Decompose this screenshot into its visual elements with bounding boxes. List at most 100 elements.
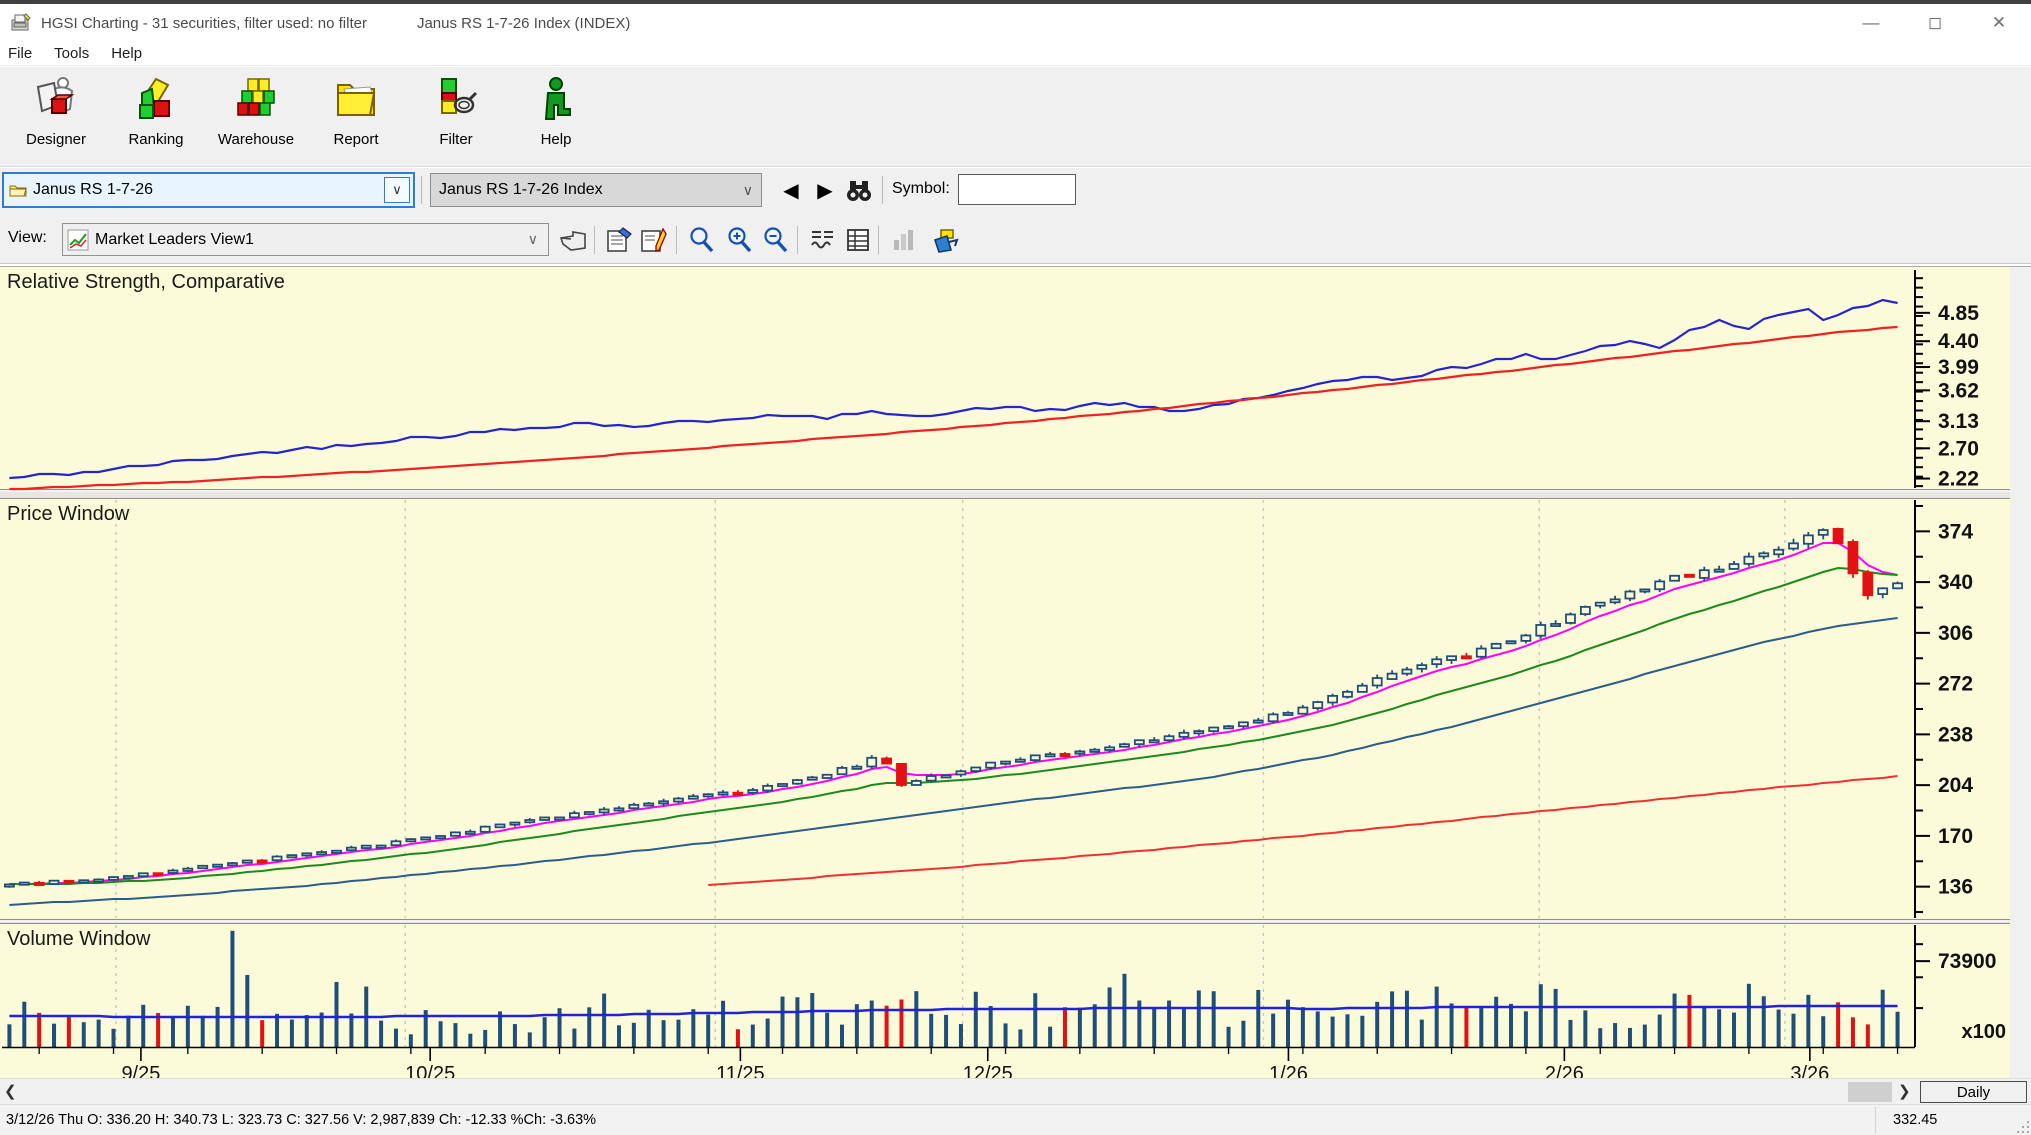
- separator: [878, 226, 879, 254]
- svg-text:3.13: 3.13: [1938, 410, 1979, 433]
- horizontal-scrollbar[interactable]: ❮ ❯ Daily: [0, 1078, 2031, 1104]
- scroll-right-arrow[interactable]: ❯: [1898, 1083, 1911, 1100]
- warehouse-icon: [237, 78, 275, 116]
- menu-bar: File Tools Help: [0, 42, 2031, 66]
- edit-view-button[interactable]: [636, 223, 670, 257]
- chart-group-dropdown-arrow[interactable]: ∨: [384, 177, 410, 203]
- zoom-button[interactable]: [684, 223, 718, 257]
- period-daily-button[interactable]: Daily: [1920, 1081, 2027, 1103]
- chart-view-icon: [67, 229, 89, 250]
- svg-text:Volume Window: Volume Window: [7, 928, 151, 950]
- chart-svg: 4.85 4.40 3.993.62 3.13 2.70 2.22 374 340 306 272…: [0, 266, 2031, 1085]
- menu-file[interactable]: File: [8, 45, 33, 62]
- magnifier-icon: [690, 227, 714, 253]
- magnifier-plus-icon: [728, 227, 752, 253]
- goto-hand-button[interactable]: [556, 223, 590, 257]
- svg-text:2/26: 2/26: [1545, 1063, 1584, 1078]
- svg-text:x100: x100: [1962, 1021, 2007, 1043]
- svg-text:3/26: 3/26: [1790, 1063, 1829, 1078]
- minimize-button[interactable]: —: [1862, 13, 1880, 32]
- designer-button[interactable]: Designer: [6, 73, 106, 161]
- scrollbar-thumb[interactable]: [1848, 1082, 1892, 1102]
- pointing-hand-icon: [559, 231, 586, 251]
- scroll-left-arrow[interactable]: ❮: [4, 1083, 17, 1100]
- security-combobox[interactable]: Janus RS 1-7-26 Index ∨: [430, 173, 762, 207]
- svg-text:9/25: 9/25: [121, 1063, 160, 1078]
- chevron-down-icon: ∨: [527, 231, 538, 247]
- svg-text:2.22: 2.22: [1938, 468, 1979, 491]
- app-icon: [11, 13, 31, 31]
- help-icon: [544, 77, 571, 120]
- main-toolbar: Designer Ranking: [0, 67, 2031, 167]
- separator: [421, 176, 422, 204]
- zoom-out-button[interactable]: [758, 223, 792, 257]
- ohlc-status-text: 3/12/26 Thu O: 336.20 H: 340.73 L: 323.7…: [6, 1112, 597, 1128]
- svg-text:374: 374: [1938, 520, 1973, 543]
- data-table-button[interactable]: [841, 223, 875, 257]
- price-candles: [4, 527, 1903, 888]
- ranking-button[interactable]: Ranking: [106, 73, 206, 161]
- filter-button[interactable]: Filter: [406, 73, 506, 161]
- title-bar: HGSI Charting - 31 securities, filter us…: [0, 4, 2031, 42]
- symbol-label: Symbol:: [892, 180, 950, 197]
- designer-icon: [36, 77, 75, 114]
- export-button[interactable]: [928, 223, 962, 257]
- warehouse-label: Warehouse: [217, 131, 295, 148]
- bar-chart-gray-icon: [894, 230, 913, 250]
- selector-row: Janus RS 1-7-26 ∨ Janus RS 1-7-26 Index …: [0, 168, 2031, 214]
- svg-text:306: 306: [1938, 622, 1973, 645]
- security-value: Janus RS 1-7-26 Index: [439, 181, 603, 198]
- chart-style-button-disabled: [886, 223, 920, 257]
- view-combobox[interactable]: Market Leaders View1 ∨: [62, 223, 549, 256]
- zoom-in-button[interactable]: [722, 223, 756, 257]
- designer-label: Designer: [25, 131, 87, 148]
- chart-area: 4.85 4.40 3.99 3.62 3.13 2.70 2.22 374 340 306 272…: [0, 266, 2031, 1085]
- svg-text:3.62: 3.62: [1938, 379, 1979, 402]
- view-label: View:: [8, 229, 47, 246]
- menu-tools[interactable]: Tools: [54, 45, 90, 62]
- properties-form-icon: [607, 227, 632, 252]
- help-label: Help: [540, 131, 572, 148]
- svg-text:2.70: 2.70: [1938, 437, 1979, 460]
- quotes-list-icon: [811, 231, 833, 249]
- document-title: Janus RS 1-7-26 Index (INDEX): [416, 14, 631, 32]
- svg-text:204: 204: [1938, 774, 1973, 797]
- ranking-icon: [139, 77, 170, 119]
- screen-top-edge: [0, 0, 2031, 4]
- close-button[interactable]: ✕: [1991, 13, 2007, 32]
- filter-icon: [441, 78, 478, 114]
- binoculars-icon[interactable]: [845, 177, 873, 203]
- status-bar: 3/12/26 Thu O: 336.20 H: 340.73 L: 323.7…: [0, 1104, 2031, 1135]
- quotes-button[interactable]: [805, 223, 839, 257]
- svg-text:136: 136: [1938, 876, 1973, 899]
- report-label: Report: [333, 131, 379, 148]
- chart-group-combobox[interactable]: Janus RS 1-7-26 ∨: [2, 172, 415, 208]
- symbol-input[interactable]: [958, 174, 1076, 205]
- folder-icon: [9, 185, 27, 197]
- warehouse-button[interactable]: Warehouse: [206, 73, 306, 161]
- window-title: HGSI Charting - 31 securities, filter us…: [41, 14, 367, 32]
- menu-help[interactable]: Help: [111, 45, 143, 62]
- maximize-button[interactable]: ◻: [1927, 13, 1943, 32]
- svg-text:11/25: 11/25: [716, 1063, 765, 1078]
- separator: [676, 226, 677, 254]
- next-security-button[interactable]: ▶: [817, 179, 833, 202]
- table-icon: [847, 229, 869, 251]
- chevron-down-icon: ∨: [742, 181, 753, 198]
- svg-text:73900: 73900: [1938, 950, 1996, 973]
- svg-text:12/25: 12/25: [963, 1063, 1013, 1078]
- prev-security-button[interactable]: ◀: [783, 179, 799, 202]
- window-controls: — ◻ ✕: [1839, 4, 2031, 42]
- svg-text:Price Window: Price Window: [7, 503, 130, 525]
- last-price-value: 332.45: [1893, 1112, 1938, 1128]
- svg-text:340: 340: [1938, 571, 1973, 594]
- filter-label: Filter: [439, 131, 473, 148]
- help-button[interactable]: Help: [506, 73, 606, 161]
- export-cube-icon: [933, 229, 959, 253]
- separator: [1875, 1107, 1876, 1134]
- svg-text:238: 238: [1938, 723, 1973, 746]
- resize-grip[interactable]: [2015, 1119, 2029, 1133]
- edit-form-icon: [641, 227, 667, 252]
- report-button[interactable]: Report: [306, 73, 406, 161]
- view-properties-button[interactable]: [602, 223, 636, 257]
